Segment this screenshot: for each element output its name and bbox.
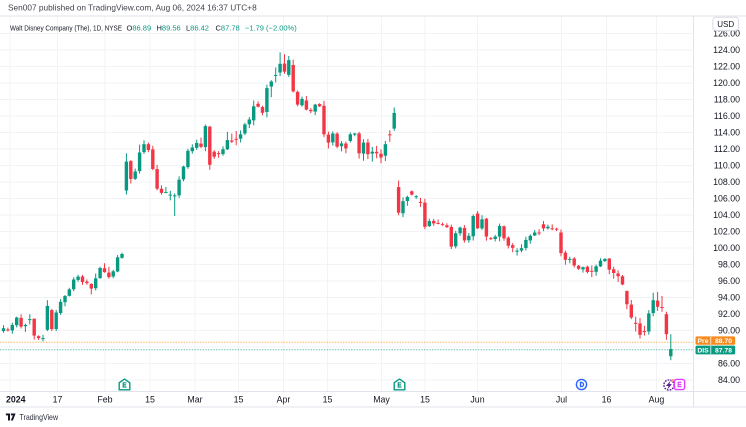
svg-text:86.00: 86.00 [718, 359, 740, 369]
svg-text:84.00: 84.00 [718, 375, 740, 385]
svg-text:15: 15 [420, 395, 430, 405]
svg-text:16: 16 [602, 395, 612, 405]
svg-text:112.00: 112.00 [714, 144, 740, 154]
svg-text:108.00: 108.00 [713, 177, 740, 187]
svg-text:120.00: 120.00 [713, 78, 740, 88]
svg-text:Pre: Pre [698, 338, 709, 345]
svg-text:Jul: Jul [556, 395, 567, 405]
svg-text:TradingView: TradingView [20, 412, 59, 422]
svg-text:O86.89: O86.89 [127, 24, 152, 33]
svg-text:USD: USD [717, 20, 734, 29]
svg-text:98.00: 98.00 [718, 260, 740, 270]
svg-text:Apr: Apr [277, 395, 291, 405]
svg-text:L86.42: L86.42 [186, 24, 209, 33]
svg-text:15: 15 [323, 395, 333, 405]
svg-text:116.00: 116.00 [714, 111, 740, 121]
svg-text:88.70: 88.70 [715, 338, 732, 345]
svg-text:Feb: Feb [97, 395, 112, 405]
svg-text:15: 15 [145, 395, 155, 405]
svg-text:102.00: 102.00 [713, 227, 740, 237]
svg-text:118.00: 118.00 [714, 95, 740, 105]
svg-text:2024: 2024 [6, 395, 26, 405]
svg-text:94.00: 94.00 [718, 293, 740, 303]
svg-text:Mar: Mar [187, 395, 202, 405]
svg-text:May: May [373, 395, 390, 405]
svg-text:Aug: Aug [649, 395, 665, 405]
svg-text:122.00: 122.00 [713, 62, 740, 72]
svg-text:C87.78: C87.78 [216, 24, 240, 33]
svg-text:Sen007 published on TradingVie: Sen007 published on TradingView.com, Aug… [8, 3, 257, 13]
svg-text:114.00: 114.00 [714, 128, 740, 138]
svg-text:90.00: 90.00 [718, 326, 740, 336]
svg-text:DIS: DIS [697, 347, 709, 354]
svg-text:110.00: 110.00 [714, 161, 740, 171]
svg-text:Walt Disney Company (The), 1D,: Walt Disney Company (The), 1D, NYSE [10, 24, 122, 33]
svg-text:106.00: 106.00 [713, 194, 740, 204]
svg-text:100.00: 100.00 [713, 243, 740, 253]
svg-text:87.78: 87.78 [715, 347, 732, 354]
svg-text:17: 17 [53, 395, 63, 405]
svg-text:126.00: 126.00 [713, 29, 740, 39]
svg-text:96.00: 96.00 [718, 276, 740, 286]
svg-text:H89.56: H89.56 [157, 24, 181, 33]
svg-text:104.00: 104.00 [713, 210, 740, 220]
svg-text:−1.79 (−2.00%): −1.79 (−2.00%) [245, 24, 297, 33]
svg-text:92.00: 92.00 [718, 309, 740, 319]
svg-text:Jun: Jun [470, 395, 484, 405]
svg-text:124.00: 124.00 [713, 45, 740, 55]
svg-text:15: 15 [234, 395, 244, 405]
